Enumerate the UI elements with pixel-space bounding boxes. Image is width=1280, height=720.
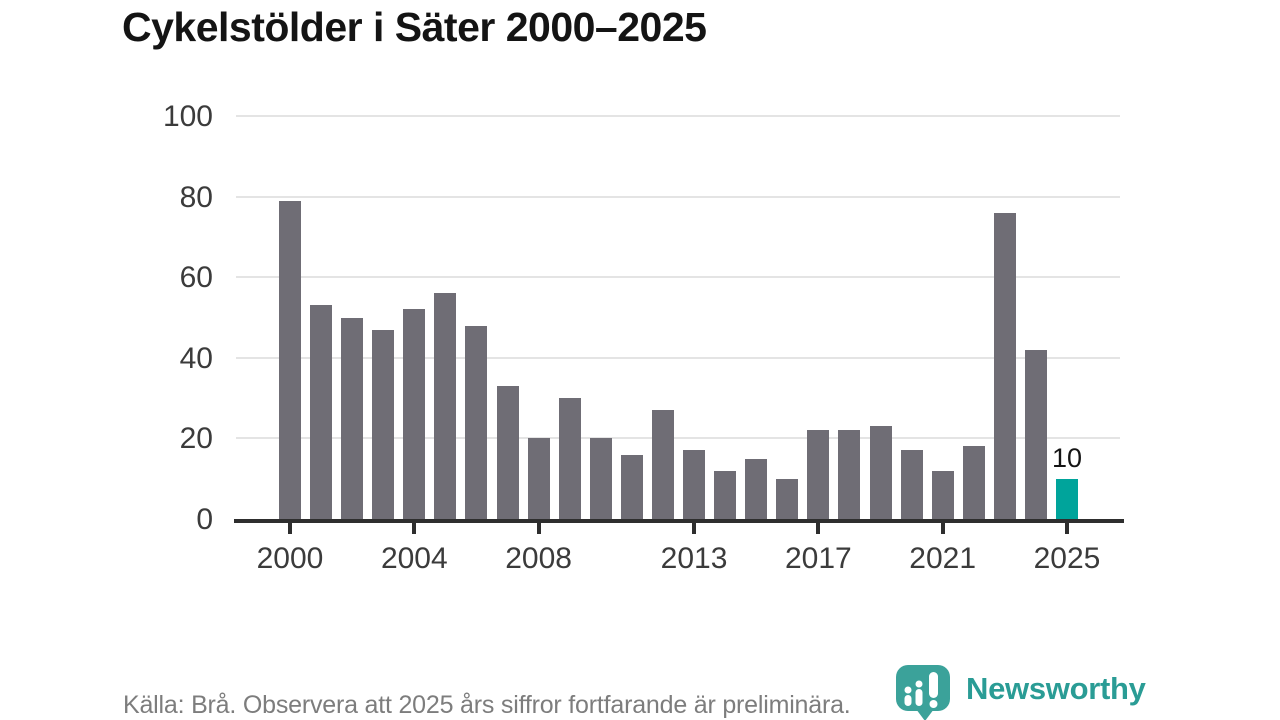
x-axis-tick-2025	[1065, 523, 1069, 534]
bar-2006	[465, 325, 488, 519]
bar-2024	[1024, 349, 1047, 519]
bar-2010	[589, 438, 612, 519]
x-axis-label-2008: 2008	[505, 542, 572, 575]
bar-2002	[341, 317, 364, 519]
gridline-20	[236, 437, 1120, 440]
x-axis-tick-2008	[536, 523, 541, 534]
x-axis-label-2000: 2000	[256, 542, 324, 575]
newsworthy-pin-icon	[896, 665, 950, 720]
bar-2014	[714, 470, 737, 519]
page-title: Cykelstölder i Säter 2000–2025	[122, 4, 707, 50]
bar-2011	[620, 454, 643, 519]
gridline-60	[236, 276, 1120, 279]
bar-2018	[838, 430, 861, 519]
y-axis-label-0: 0	[196, 503, 213, 536]
bar-2015	[745, 458, 768, 519]
gridline-40	[236, 356, 1120, 359]
x-axis-line	[234, 519, 1124, 523]
newsworthy-wordmark: Newsworthy	[966, 671, 1146, 706]
x-axis-label-2004: 2004	[380, 542, 448, 575]
highlight-value-label: 10	[1051, 442, 1083, 473]
bar-2012	[651, 410, 674, 519]
x-axis-tick-2017	[816, 523, 821, 534]
x-axis-tick-2004	[412, 523, 417, 534]
bar-2000	[279, 200, 301, 519]
bar-2025	[1056, 478, 1078, 519]
x-axis-tick-2021	[940, 523, 945, 534]
x-axis-label-2021: 2021	[909, 542, 977, 575]
x-axis-tick-2013	[692, 523, 697, 534]
bar-2003	[372, 329, 395, 519]
gridline-100	[236, 115, 1120, 117]
y-axis-label-60: 60	[179, 261, 213, 295]
bar-2005	[434, 293, 457, 519]
y-axis-label-80: 80	[179, 180, 213, 214]
x-axis-tick-2000	[288, 523, 292, 534]
x-axis-label-2025: 2025	[1033, 542, 1101, 575]
y-axis-label-20: 20	[179, 422, 213, 456]
bar-2020	[900, 450, 923, 519]
bar-2009	[558, 398, 581, 519]
x-axis-label-2017: 2017	[784, 542, 852, 575]
bar-2023	[993, 212, 1016, 519]
bar-2008	[527, 438, 550, 519]
source-note: Källa: Brå. Observera att 2025 års siffr…	[123, 691, 851, 719]
y-axis-label-40: 40	[179, 341, 213, 375]
x-axis-label-2013: 2013	[660, 542, 728, 575]
gridline-80	[236, 195, 1120, 198]
bar-2017	[807, 430, 830, 519]
bar-2004	[403, 309, 426, 519]
bar-2007	[496, 386, 519, 519]
y-axis-label-100: 100	[162, 100, 213, 133]
bar-2019	[869, 426, 892, 519]
bar-2022	[962, 446, 985, 519]
bar-2013	[683, 450, 706, 519]
bar-2021	[931, 470, 954, 519]
bar-2001	[310, 305, 333, 519]
bar-2016	[776, 478, 799, 519]
